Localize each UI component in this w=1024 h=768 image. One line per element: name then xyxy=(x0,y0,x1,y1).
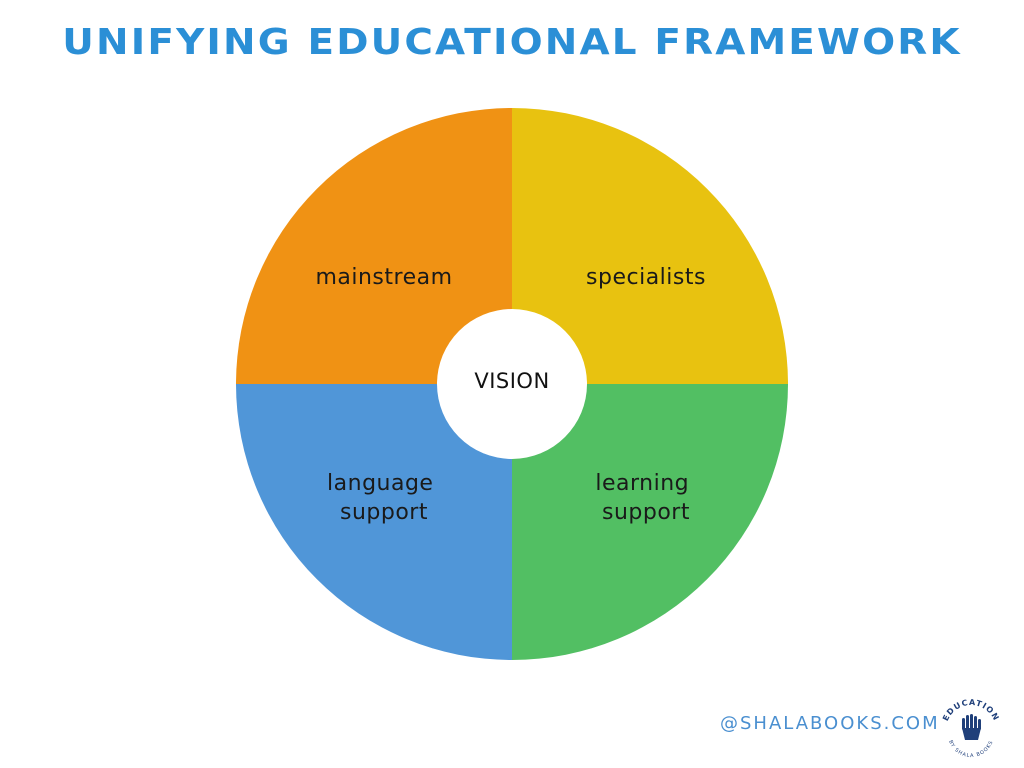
education-logo: EDUCATION BY SHALA BOOKS xyxy=(941,698,1000,759)
center-label: VISION xyxy=(474,369,549,393)
center-circle xyxy=(437,309,587,459)
footer-handle[interactable]: @SHALABOOKS.COM xyxy=(720,713,940,734)
page-title: UNIFYING EDUCATIONAL FRAMEWORK xyxy=(62,22,962,63)
segment-label-learning-support: learning support xyxy=(595,471,696,525)
segment-learning-support xyxy=(512,384,788,660)
raised-hands-icon xyxy=(962,714,981,740)
segment-label-language-support: language support xyxy=(327,471,441,525)
segment-specialists xyxy=(512,108,788,384)
segment-label-mainstream: mainstream xyxy=(315,265,452,290)
segment-mainstream xyxy=(236,108,512,384)
segment-label-specialists: specialists xyxy=(586,265,706,290)
segment-language-support xyxy=(236,384,512,660)
logo-bottom-text: BY SHALA BOOKS xyxy=(947,739,995,759)
